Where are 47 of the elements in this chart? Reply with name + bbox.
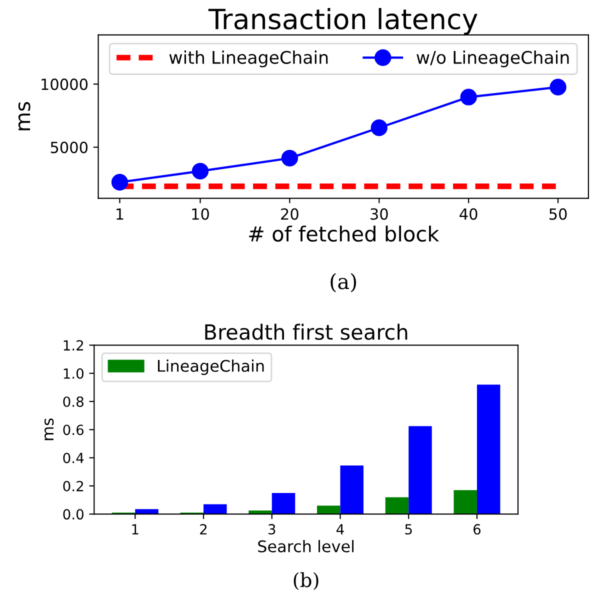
point [281, 150, 298, 166]
bar [204, 504, 227, 514]
x-tick-label: 50 [549, 208, 567, 220]
bar [454, 490, 477, 514]
bar [385, 497, 409, 514]
bar [408, 426, 432, 514]
bar [340, 466, 364, 514]
x-axis-title: # of fetched block [249, 226, 440, 242]
y-tick-label: 5000 [50, 142, 88, 154]
text: (a) [330, 273, 356, 292]
y-tick-label: 0.6 [63, 424, 84, 436]
y-tick-label: 0.0 [63, 509, 84, 520]
bar [317, 506, 340, 514]
point [370, 119, 388, 136]
x-tick-label: 1 [116, 208, 124, 220]
x-tick-label: 1 [132, 524, 138, 534]
point [550, 78, 566, 96]
legend-label: with LineageChain [169, 50, 328, 68]
chart-title: Transaction latency [208, 8, 478, 35]
y-axis-title: ms [44, 418, 54, 440]
x-tick-label: 4 [336, 524, 344, 534]
y-tick-label: 0.4 [63, 452, 84, 464]
x-tick-label: 3 [268, 524, 276, 535]
point [192, 162, 209, 180]
x-tick-label: 10 [192, 208, 209, 220]
point [111, 174, 128, 191]
x-tick-label: 2 [200, 524, 207, 534]
y-tick-label: 1.0 [64, 368, 84, 379]
y-tick-label: 10000 [42, 78, 88, 90]
y-tick-label: 1.2 [64, 340, 84, 350]
y-axis-title: ms [18, 102, 30, 130]
bar [135, 509, 158, 514]
legend-label: LineageChain [158, 360, 264, 375]
legend-label: w/o LineageChain [416, 50, 569, 68]
x-axis-title: Search level [258, 540, 354, 552]
chart-title: Breadth first search [205, 324, 408, 340]
text: (b) [294, 572, 318, 590]
point [460, 88, 477, 106]
bar [272, 492, 296, 514]
x-tick-label: 30 [370, 208, 388, 220]
x-tick-label: 6 [474, 524, 481, 535]
bar [476, 384, 500, 514]
y-tick-label: 0.2 [63, 480, 84, 492]
x-tick-label: 40 [460, 208, 478, 220]
x-tick-label: 20 [281, 208, 298, 220]
x-tick-label: 5 [405, 524, 412, 535]
y-tick-label: 0.8 [63, 396, 84, 407]
